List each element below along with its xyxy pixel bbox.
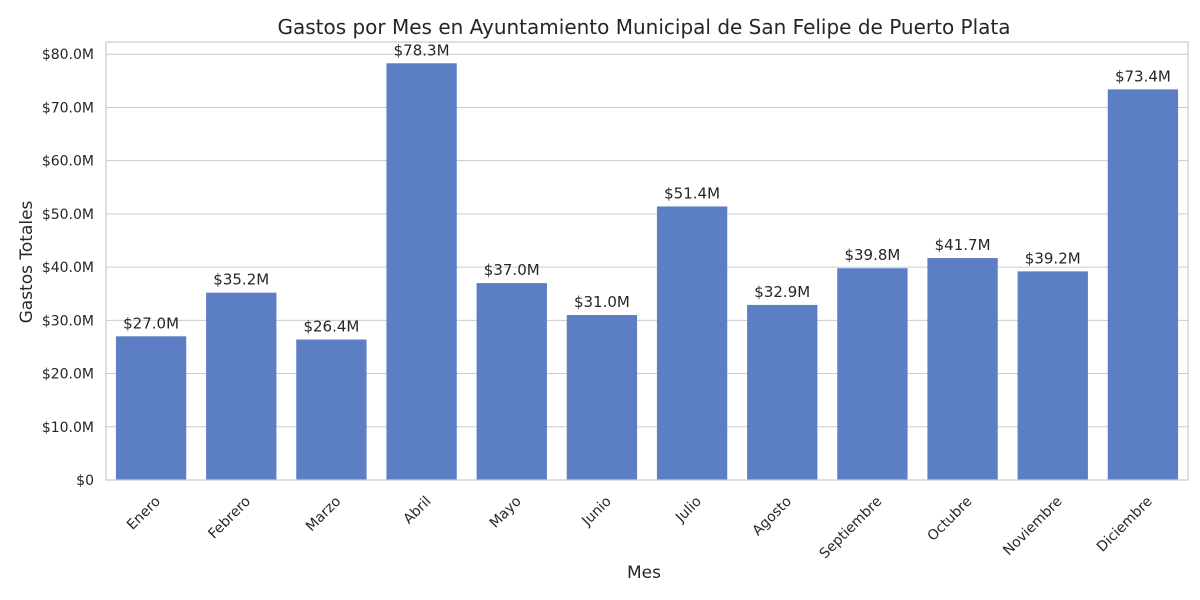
bars [115,63,1179,481]
bar-value-label: $78.3M [394,41,450,59]
y-axis-label: Gastos Totales [17,200,37,323]
x-axis-label: Mes [627,563,661,583]
bar [476,283,547,480]
bar-value-label: $39.2M [1025,249,1081,267]
bar-value-label: $32.9M [754,283,810,301]
y-tick-label: $10.0M [42,420,94,436]
bar [927,258,998,480]
y-tick-label: $60.0M [42,154,94,170]
chart-title: Gastos por Mes en Ayuntamiento Municipal… [277,15,1010,39]
y-tick-label: $20.0M [42,367,94,383]
y-tick-label: $30.0M [42,313,94,329]
x-tick-label: Junio [578,494,614,530]
data-labels: $27.0M $35.2M $26.4M $78.3M $37.0M $31.0M $51.… [123,41,1171,335]
y-tick-label: $50.0M [42,207,94,223]
x-tick-label: Marzo [303,494,344,535]
bar [566,315,638,480]
x-tick-label: Julio [672,494,705,527]
plot-frame [105,41,1189,481]
bar-value-label: $37.0M [484,261,540,279]
bar [1017,271,1088,480]
x-tick-label: Mayo [487,494,525,532]
x-tick-label: Octubre [924,494,975,545]
x-tick-label: Abril [400,494,434,528]
bar [115,336,187,480]
bar-value-label: $31.0M [574,293,630,311]
y-tick-label: $80.0M [42,47,94,63]
x-tick-label: Septiembre [817,494,886,563]
y-tick-label: $40.0M [42,260,94,276]
bar-value-label: $35.2M [213,271,269,289]
x-tick-label: Diciembre [1094,494,1156,556]
bar [656,206,728,480]
y-tick-label: $0 [76,473,94,489]
x-tick-label: Noviembre [1000,494,1065,559]
bar [1107,89,1179,481]
y-axis-ticks: $0 $10.0M $20.0M $30.0M $40.0M $50.0M $60.0M $7… [42,47,94,489]
bar [386,63,457,481]
bar [747,304,818,480]
bar-value-label: $27.0M [123,314,179,332]
bar-value-label: $39.8M [844,246,900,264]
bar [296,339,367,480]
x-tick-label: Febrero [205,494,254,543]
y-grid [106,53,1188,481]
bar [206,292,277,480]
x-axis-ticks: Enero Febrero Marzo Abril Mayo Junio Julio Agos… [124,494,1156,563]
bar-value-label: $73.4M [1115,67,1171,85]
bar [837,268,908,480]
y-tick-label: $70.0M [42,100,94,116]
bar-value-label: $41.7M [935,236,991,254]
bar-value-label: $51.4M [664,184,720,202]
x-tick-label: Agosto [750,494,796,540]
x-tick-label: Enero [124,494,164,534]
bar-value-label: $26.4M [303,317,359,335]
